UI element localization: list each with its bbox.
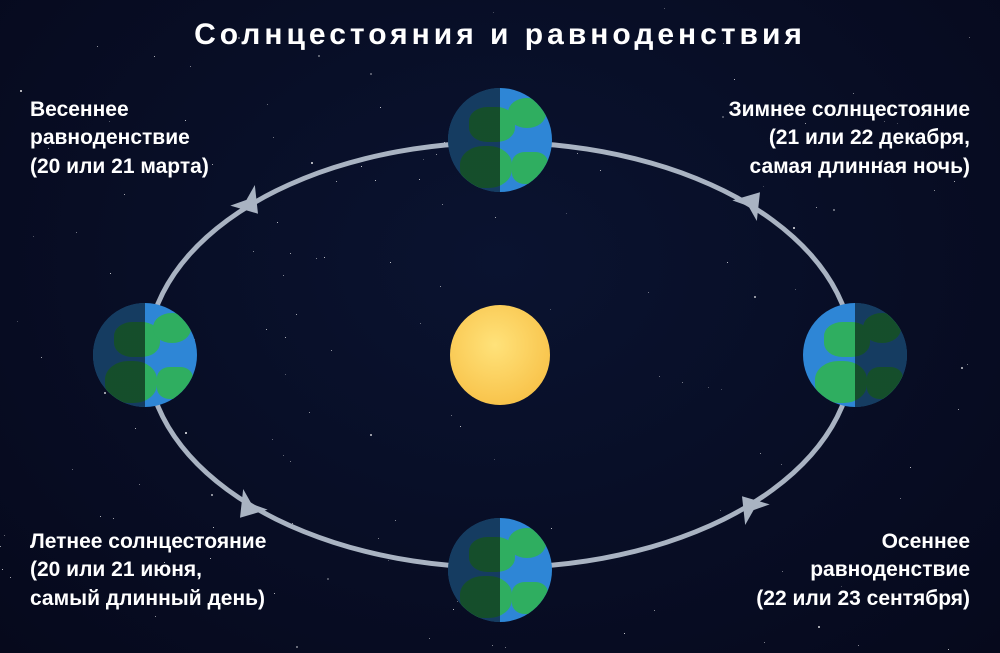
label-winter-solstice: Зимнее солнцестояние(21 или 22 декабря,с… [728,96,970,181]
page-title: Солнцестояния и равноденствия [0,18,1000,52]
label-spring-equinox: Весеннееравноденствие(20 или 21 марта) [30,96,209,181]
sun-icon [450,305,550,405]
earth-bottom [448,518,552,622]
earth-left [93,303,197,407]
earth-top [448,88,552,192]
earth-right [803,303,907,407]
diagram-stage: Солнцестояния и равноденствия Весеннеера… [0,0,1000,653]
label-autumn-equinox: Осеннееравноденствие(22 или 23 сентября) [756,528,970,613]
label-summer-solstice: Летнее солнцестояние(20 или 21 июня,самы… [30,528,266,613]
